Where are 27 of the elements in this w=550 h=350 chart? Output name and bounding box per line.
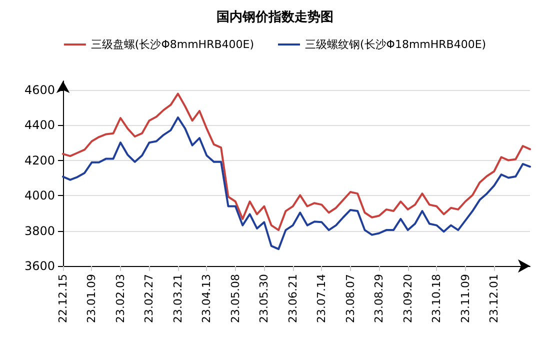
x-tick-label: 22.12.15 — [56, 274, 70, 323]
legend-label: 三级盘螺(长沙Φ8mmHRB400E) — [90, 38, 254, 51]
x-tick-label: 23.06.21 — [286, 274, 300, 323]
x-tick-label: 23.08.29 — [372, 274, 386, 323]
x-tick-label: 23.03.21 — [171, 274, 184, 323]
x-tick-label: 23.02.27 — [142, 274, 156, 323]
x-tick-label: 23.01.09 — [85, 274, 98, 323]
line-series — [62, 116, 531, 250]
y-tick-label: 4200 — [24, 153, 55, 168]
y-tick-label: 4400 — [24, 118, 55, 132]
chart-title: 国内钢价指数走势图 — [216, 9, 334, 25]
y-tick-label: 3600 — [24, 259, 55, 273]
x-tick-label: 23.11.09 — [458, 274, 472, 323]
x-tick-label: 23.12.01 — [488, 274, 501, 323]
x-tick-label: 23.05.08 — [228, 274, 242, 323]
x-tick-label: 23.10.18 — [430, 274, 444, 323]
y-tick-label: 4600 — [24, 82, 55, 97]
x-tick-label: 23.08.07 — [344, 274, 357, 323]
x-tick-label: 23.09.20 — [401, 274, 414, 323]
x-tick-label: 23.07.14 — [315, 274, 328, 323]
x-tick-label: 23.05.30 — [258, 274, 271, 323]
y-tick-label: 3800 — [24, 224, 55, 238]
x-tick-label: 23.02.03 — [114, 274, 127, 323]
line-series — [62, 92, 531, 232]
legend-label: 三级螺纹钢(长沙Φ18mmHRB400E) — [305, 38, 486, 51]
y-tick-label: 4000 — [24, 188, 55, 203]
x-tick-label: 23.04.13 — [200, 274, 214, 323]
